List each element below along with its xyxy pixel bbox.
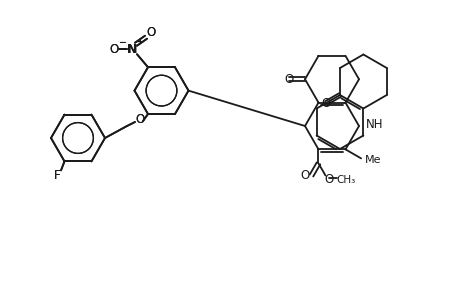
Text: O: O <box>321 97 330 110</box>
Text: O: O <box>135 112 144 125</box>
Text: O: O <box>300 169 309 182</box>
Text: −: − <box>118 38 125 47</box>
Text: O: O <box>109 43 118 56</box>
Text: O: O <box>324 173 333 186</box>
Text: O: O <box>135 112 144 125</box>
Text: O: O <box>146 26 155 39</box>
Text: O: O <box>284 73 293 86</box>
Text: +: + <box>136 37 143 46</box>
Text: NH: NH <box>365 118 383 130</box>
Text: CH₃: CH₃ <box>336 175 355 184</box>
Text: O: O <box>146 26 155 39</box>
Text: N: N <box>127 43 137 56</box>
Text: F: F <box>54 169 60 182</box>
Text: N: N <box>127 43 137 56</box>
Text: F: F <box>54 169 60 182</box>
Text: Me: Me <box>364 155 381 165</box>
Text: O: O <box>109 43 118 56</box>
Text: +: + <box>136 37 143 46</box>
Text: −: − <box>118 38 125 47</box>
